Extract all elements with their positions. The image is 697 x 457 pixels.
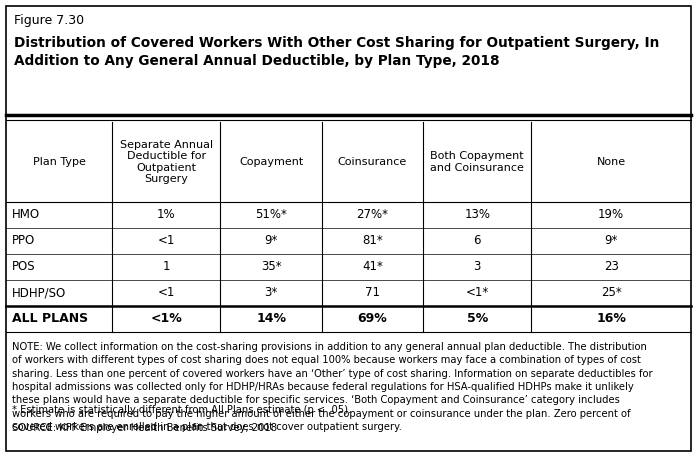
- Text: 19%: 19%: [598, 208, 625, 222]
- Text: NOTE: We collect information on the cost-sharing provisions in addition to any g: NOTE: We collect information on the cost…: [12, 342, 652, 432]
- Text: <1%: <1%: [151, 313, 182, 325]
- Text: Copayment: Copayment: [239, 157, 303, 167]
- Text: PPO: PPO: [12, 234, 36, 248]
- Text: Coinsurance: Coinsurance: [338, 157, 407, 167]
- Text: 6: 6: [473, 234, 481, 248]
- Text: * Estimate is statistically different from All Plans estimate (p < .05).: * Estimate is statistically different fr…: [12, 405, 351, 415]
- Text: 3: 3: [473, 260, 481, 273]
- Text: 9*: 9*: [604, 234, 618, 248]
- Text: Both Copayment
and Coinsurance: Both Copayment and Coinsurance: [430, 151, 524, 173]
- Text: 1%: 1%: [157, 208, 176, 222]
- Text: 1: 1: [162, 260, 170, 273]
- Text: 13%: 13%: [464, 208, 490, 222]
- Text: <1*: <1*: [466, 287, 489, 299]
- Text: 16%: 16%: [596, 313, 626, 325]
- Text: 9*: 9*: [264, 234, 278, 248]
- Text: Distribution of Covered Workers With Other Cost Sharing for Outpatient Surgery, : Distribution of Covered Workers With Oth…: [14, 36, 659, 68]
- Text: HDHP/SO: HDHP/SO: [12, 287, 66, 299]
- Text: 25*: 25*: [601, 287, 622, 299]
- Text: <1: <1: [158, 234, 175, 248]
- Text: 5%: 5%: [467, 313, 488, 325]
- Text: 71: 71: [365, 287, 380, 299]
- Text: 41*: 41*: [362, 260, 383, 273]
- Text: Separate Annual
Deductible for
Outpatient
Surgery: Separate Annual Deductible for Outpatien…: [120, 139, 213, 185]
- Text: 69%: 69%: [358, 313, 388, 325]
- Text: 23: 23: [604, 260, 619, 273]
- Text: Plan Type: Plan Type: [33, 157, 86, 167]
- Text: 27%*: 27%*: [356, 208, 388, 222]
- Text: None: None: [597, 157, 626, 167]
- Text: 81*: 81*: [362, 234, 383, 248]
- Text: 3*: 3*: [264, 287, 277, 299]
- Text: HMO: HMO: [12, 208, 40, 222]
- Text: ALL PLANS: ALL PLANS: [12, 313, 88, 325]
- Text: <1: <1: [158, 287, 175, 299]
- Text: POS: POS: [12, 260, 36, 273]
- Text: Figure 7.30: Figure 7.30: [14, 14, 84, 27]
- Text: 14%: 14%: [256, 313, 286, 325]
- Text: 51%*: 51%*: [255, 208, 287, 222]
- Text: SOURCE: KFF Employer Health Benefits Survey, 2018: SOURCE: KFF Employer Health Benefits Sur…: [12, 423, 277, 433]
- Text: 35*: 35*: [261, 260, 282, 273]
